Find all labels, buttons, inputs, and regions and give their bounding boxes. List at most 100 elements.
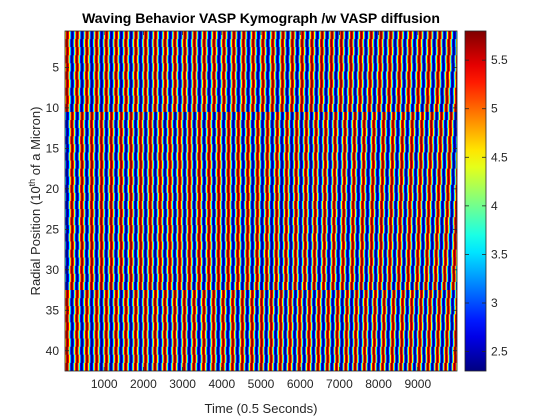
heatmap-cell — [181, 128, 183, 137]
heatmap-cell — [383, 95, 385, 105]
heatmap-cell — [153, 31, 155, 40]
heatmap-cell — [317, 47, 319, 56]
heatmap-cell — [283, 63, 285, 73]
heatmap-cell — [221, 47, 223, 56]
heatmap-cell — [129, 31, 131, 40]
heatmap-cell — [363, 31, 365, 40]
heatmap-cell — [428, 111, 430, 121]
heatmap-cell — [180, 87, 182, 97]
heatmap-cell — [450, 120, 452, 129]
heatmap-cell — [444, 71, 446, 81]
heatmap-cell — [294, 47, 296, 56]
heatmap-cell — [269, 55, 271, 64]
heatmap-cell — [94, 39, 96, 48]
heatmap-cell — [353, 39, 355, 48]
heatmap-cell — [296, 39, 298, 48]
heatmap-cell — [218, 55, 220, 64]
heatmap-cell — [418, 31, 420, 40]
heatmap-cell — [442, 95, 444, 105]
heatmap-cell — [170, 103, 172, 113]
heatmap-cell — [130, 87, 132, 97]
heatmap-cell — [87, 31, 89, 40]
heatmap-cell — [165, 47, 167, 56]
heatmap-cell — [210, 47, 212, 56]
heatmap-cell — [348, 111, 350, 121]
heatmap-cell — [352, 128, 354, 137]
heatmap-cell — [355, 95, 357, 105]
heatmap-cell — [197, 71, 199, 81]
heatmap-cell — [365, 95, 367, 105]
heatmap-cell — [260, 47, 262, 56]
heatmap-cell — [139, 103, 141, 113]
heatmap-cell — [229, 55, 231, 64]
heatmap-cell — [440, 120, 442, 129]
heatmap-cell — [184, 111, 186, 121]
heatmap-cell — [183, 103, 185, 113]
heatmap-cell — [143, 71, 145, 81]
heatmap-cell — [281, 71, 283, 81]
heatmap-cell — [132, 63, 134, 73]
heatmap-cell — [333, 71, 335, 81]
heatmap-cell — [199, 79, 201, 89]
heatmap-cell — [257, 47, 259, 56]
heatmap-cell — [84, 87, 86, 97]
heatmap-cell — [95, 103, 97, 113]
heatmap-cell — [208, 31, 210, 40]
heatmap-cell — [90, 63, 92, 73]
heatmap-cell — [231, 39, 233, 48]
heatmap-cell — [146, 128, 148, 137]
heatmap-cell — [384, 39, 386, 48]
heatmap-cell — [115, 79, 117, 89]
heatmap-cell — [356, 87, 358, 97]
heatmap-cell — [105, 39, 107, 48]
heatmap-cell — [299, 95, 301, 105]
heatmap-cell — [324, 128, 326, 137]
heatmap-cell — [323, 39, 325, 48]
heatmap-cell — [167, 103, 169, 113]
heatmap-cell — [342, 95, 344, 105]
heatmap-cell — [215, 120, 217, 129]
heatmap-cell — [106, 47, 108, 56]
heatmap-cell — [185, 71, 187, 81]
heatmap-cell — [452, 47, 454, 56]
heatmap-cell — [236, 120, 238, 129]
heatmap-cell — [411, 63, 413, 73]
heatmap-cell — [255, 31, 257, 40]
heatmap-cell — [298, 111, 300, 121]
heatmap-cell — [197, 103, 199, 113]
heatmap-cell — [317, 31, 319, 40]
heatmap-cell — [137, 128, 139, 137]
heatmap-cell — [114, 39, 116, 48]
heatmap-cell — [302, 87, 304, 97]
heatmap-cell — [215, 39, 217, 48]
heatmap-cell — [275, 39, 277, 48]
heatmap-cell — [428, 31, 430, 40]
heatmap-cell — [137, 39, 139, 48]
heatmap-cell — [212, 47, 214, 56]
heatmap-cell — [276, 79, 278, 89]
heatmap-cell — [355, 87, 357, 97]
heatmap-cell — [296, 55, 298, 64]
heatmap-cell — [309, 31, 311, 40]
heatmap-cell — [176, 71, 178, 81]
heatmap-area — [65, 31, 457, 371]
heatmap-cell — [259, 31, 261, 40]
heatmap-cell — [124, 120, 126, 129]
heatmap-cell — [157, 87, 159, 97]
heatmap-cell — [105, 55, 107, 64]
heatmap-cell — [345, 31, 347, 40]
heatmap-cell — [310, 55, 312, 64]
heatmap-cell — [436, 79, 438, 89]
heatmap-cell — [105, 111, 107, 121]
heatmap-cell — [136, 39, 138, 48]
heatmap-cell — [108, 128, 110, 137]
heatmap-cell — [134, 55, 136, 64]
heatmap-cell — [199, 71, 201, 81]
heatmap-cell — [217, 111, 219, 121]
heatmap-cell — [448, 111, 450, 121]
heatmap-cell — [432, 31, 434, 40]
heatmap-cell — [327, 79, 329, 89]
heatmap-cell — [161, 39, 163, 48]
heatmap-cell — [285, 31, 287, 40]
heatmap-cell — [229, 128, 231, 137]
